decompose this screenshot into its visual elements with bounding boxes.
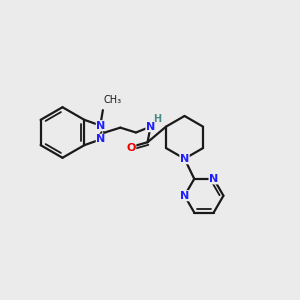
Text: N: N: [209, 174, 218, 184]
Text: H: H: [153, 114, 161, 124]
Text: O: O: [126, 143, 136, 153]
Text: CH₃: CH₃: [104, 95, 122, 105]
Text: N: N: [146, 122, 155, 132]
Text: N: N: [180, 191, 189, 201]
Text: N: N: [96, 121, 106, 131]
Text: N: N: [96, 134, 106, 144]
Text: N: N: [180, 154, 189, 164]
